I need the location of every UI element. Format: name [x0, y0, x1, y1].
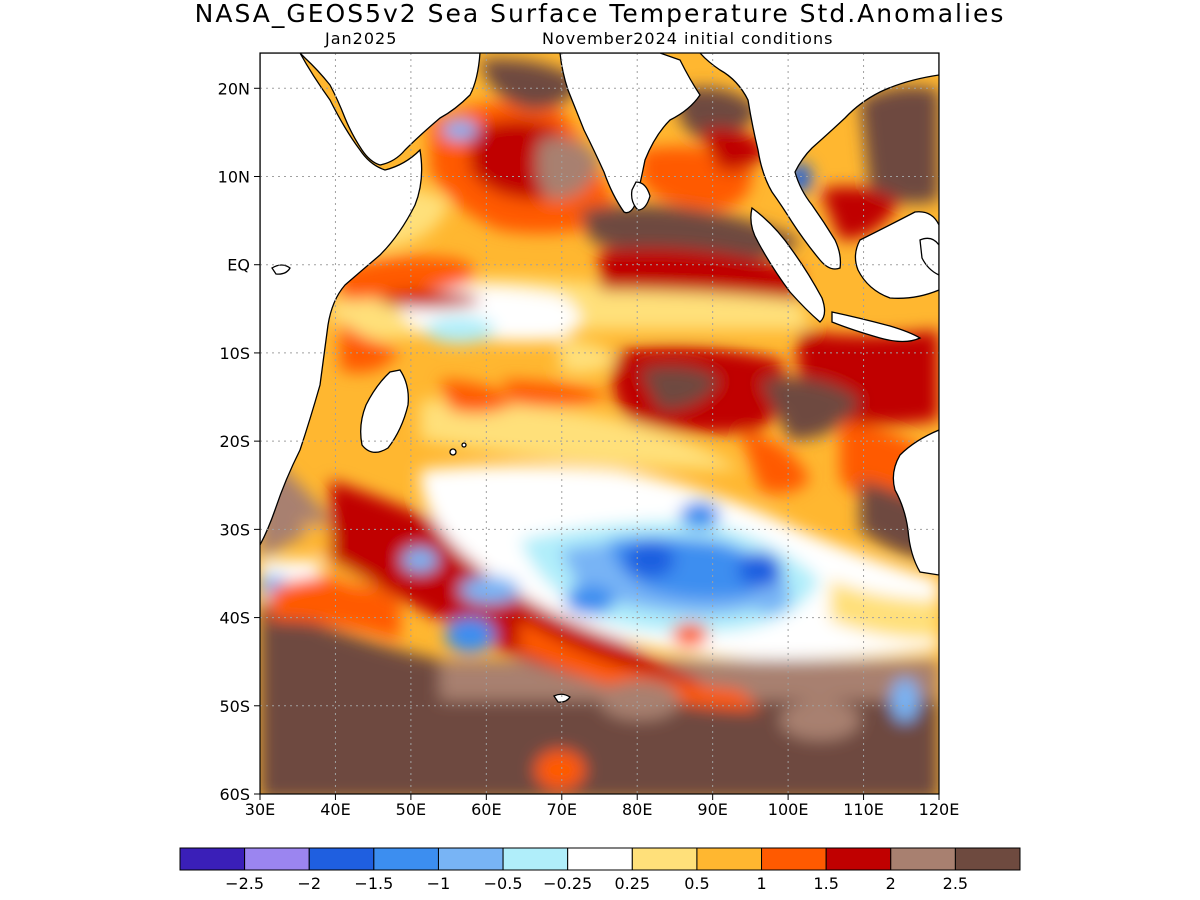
lon-tick-label: 100E — [768, 800, 809, 819]
colorbar-label: −2 — [297, 874, 321, 893]
gridlines — [260, 53, 939, 794]
colorbar-label: 2.5 — [943, 874, 968, 893]
lon-tick-label: 90E — [697, 800, 727, 819]
colorbar — [179, 847, 1021, 871]
colorbar-label: 0.25 — [614, 874, 650, 893]
lon-tick-label: 30E — [245, 800, 275, 819]
colorbar-swatch — [761, 847, 827, 871]
initial-conditions: November2024 initial conditions — [542, 29, 834, 48]
colorbar-labels: −2.5 −2 −1.5 −1 −0.5 −0.25 0.25 0.5 1 1.5 2 2.5 — [225, 874, 968, 893]
lon-tick-label: 110E — [843, 800, 884, 819]
lat-tick-label: 40S — [219, 609, 250, 628]
lat-tick-label: 10S — [219, 344, 250, 363]
map-title: NASA_GEOS5v2 Sea Surface Temperature Std… — [194, 0, 1006, 28]
colorbar-swatch — [502, 847, 569, 871]
lon-tick-label: 80E — [622, 800, 652, 819]
colorbar-swatch — [373, 847, 439, 871]
colorbar-label: 2 — [886, 874, 896, 893]
lat-tick-label: 50S — [219, 697, 250, 716]
lat-tick-label: 20N — [218, 79, 250, 98]
colorbar-swatch — [825, 847, 892, 871]
longitude-axis: 30E 40E 50E 60E 70E 80E 90E 100E 110E 120E — [245, 794, 960, 819]
colorbar-swatch — [244, 847, 310, 871]
colorbar-label: −2.5 — [225, 874, 264, 893]
colorbar-swatch — [890, 847, 956, 871]
latitude-axis: 20N 10N EQ 10S 20S 30S 40S 50S 60S — [218, 79, 260, 804]
colorbar-swatch — [437, 847, 504, 871]
anomaly-field — [260, 53, 939, 794]
colorbar-label: −1.5 — [354, 874, 393, 893]
colorbar-label: 1 — [756, 874, 766, 893]
lat-tick-label: 10N — [218, 168, 250, 187]
lat-tick-label: 60S — [219, 785, 250, 804]
colorbar-swatch — [696, 847, 763, 871]
colorbar-swatch — [179, 847, 246, 871]
colorbar-label: −0.5 — [484, 874, 523, 893]
map-frame — [259, 52, 940, 795]
colorbar-label: −1 — [427, 874, 451, 893]
lon-tick-label: 70E — [547, 800, 577, 819]
lat-tick-label: 20S — [219, 432, 250, 451]
colorbar-swatch — [308, 847, 375, 871]
lat-tick-label: 30S — [219, 520, 250, 539]
lon-tick-label: 50E — [396, 800, 426, 819]
colorbar-label: −0.25 — [543, 874, 592, 893]
colorbar-swatch — [954, 847, 1021, 871]
colorbar-swatch — [567, 847, 633, 871]
forecast-month: Jan2025 — [325, 29, 398, 48]
colorbar-swatch — [631, 847, 698, 871]
colorbar-label: 0.5 — [684, 874, 709, 893]
lon-tick-label: 120E — [919, 800, 960, 819]
colorbar-label: 1.5 — [813, 874, 838, 893]
lon-tick-label: 60E — [471, 800, 501, 819]
lat-tick-label: EQ — [227, 256, 250, 275]
lon-tick-label: 40E — [320, 800, 350, 819]
